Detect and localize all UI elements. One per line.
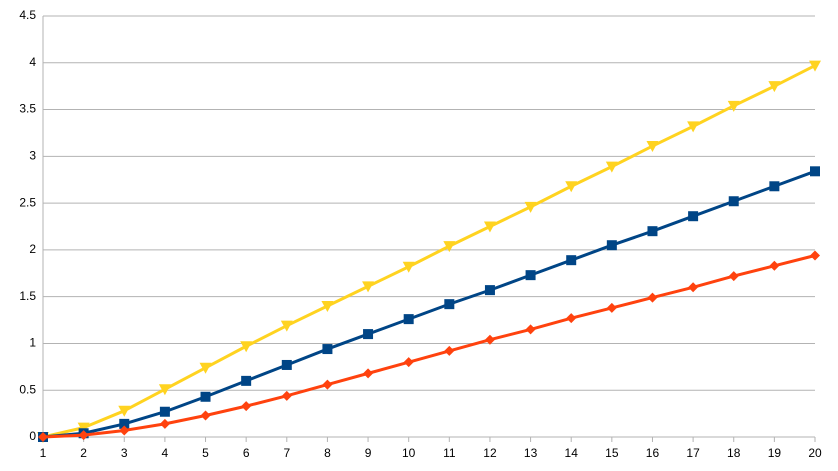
marker [322,379,333,390]
marker [280,320,293,332]
marker [363,329,374,340]
marker [200,391,211,402]
x-tick-label: 6 [243,446,250,460]
marker [119,418,130,429]
x-tick-label: 11 [443,446,456,460]
marker [606,240,617,251]
marker [484,285,495,296]
marker [199,362,212,374]
marker [525,324,536,335]
y-tick-label: 3 [29,149,36,163]
marker [38,432,48,442]
x-tick-label: 7 [283,446,290,460]
marker [281,390,292,401]
marker [728,196,739,207]
y-tick-label: 0 [29,429,36,443]
marker [444,345,455,356]
x-tick-label: 10 [402,446,416,460]
marker [688,211,699,222]
marker [566,313,577,324]
series-line [42,169,816,439]
marker [484,334,495,345]
marker [200,410,211,421]
x-tick-label: 3 [121,446,128,460]
marker [768,81,781,93]
marker [769,181,780,192]
marker [688,282,699,293]
series-line [42,254,816,439]
x-tick-label: 15 [605,446,619,460]
marker [322,344,333,355]
marker [809,60,821,72]
marker [159,406,170,417]
marker [321,301,334,313]
marker [241,401,252,412]
marker [77,422,90,434]
y-tick-label: 0.5 [19,382,36,396]
marker [810,166,820,177]
marker [565,181,578,193]
marker [362,281,375,293]
marker [363,368,374,379]
marker [566,255,577,266]
marker [403,314,414,325]
y-tick-label: 2 [29,242,36,256]
marker [402,261,415,273]
x-tick-label: 20 [808,446,822,460]
marker [281,359,292,370]
marker [483,221,496,233]
x-tick-label: 4 [162,446,169,460]
x-tick-label: 14 [565,446,579,460]
marker [444,299,455,310]
marker [606,302,617,313]
series-line [42,64,816,439]
marker [647,292,658,303]
marker [646,141,659,153]
x-tick-label: 17 [686,446,700,460]
marker [687,121,700,133]
marker [119,425,130,436]
y-tick-label: 4 [29,55,36,69]
x-tick-label: 12 [483,446,497,460]
marker [78,430,89,441]
x-tick-label: 5 [202,446,209,460]
marker [647,226,658,237]
marker [443,241,456,253]
marker [241,375,252,386]
x-tick-label: 8 [324,446,331,460]
marker [605,161,618,173]
marker [240,341,253,353]
x-tick-label: 16 [646,446,660,460]
y-tick-label: 2.5 [19,195,36,209]
y-tick-label: 1 [29,336,36,350]
x-tick-label: 13 [524,446,538,460]
marker [158,384,171,396]
marker [525,270,536,281]
x-tick-label: 2 [80,446,87,460]
marker [810,250,820,261]
marker [727,100,740,112]
marker [118,405,131,417]
marker [769,260,780,271]
y-tick-label: 3.5 [19,102,36,116]
marker [403,357,414,368]
y-tick-label: 4.5 [19,8,36,22]
y-tick-label: 1.5 [19,289,36,303]
x-tick-label: 18 [727,446,741,460]
marker [524,201,537,213]
marker [159,418,170,429]
marker [728,271,739,282]
x-tick-label: 9 [365,446,372,460]
x-tick-label: 19 [768,446,782,460]
x-tick-label: 1 [40,446,47,460]
